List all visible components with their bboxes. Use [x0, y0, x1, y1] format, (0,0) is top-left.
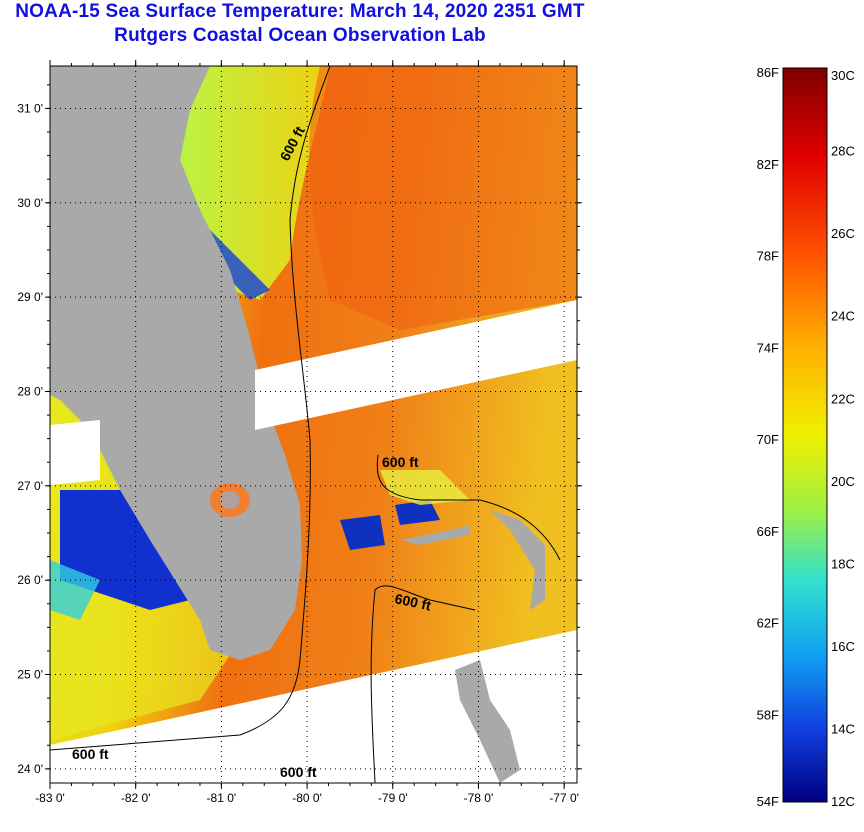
- isobath-line-bank: [376, 454, 561, 561]
- colorbar-c-label: 20C: [831, 474, 855, 489]
- lon-tick-label: -82 0': [121, 791, 151, 805]
- colorbar-f-label: 74F: [757, 340, 779, 355]
- lat-tick-label: 24 0': [17, 762, 43, 776]
- isobath-line-channel: [370, 585, 476, 783]
- longitude-axis: -83 0' -82 0' -81 0' -80 0' -79 0' -78 0' -77 …: [35, 791, 579, 805]
- lat-tick-label: 29 0': [17, 290, 43, 304]
- lon-tick-label: -79 0': [378, 791, 408, 805]
- colorbar-c-label: 12C: [831, 794, 855, 809]
- colorbar-celsius-labels: 30C 28C 26C 24C 22C 20C 18C 16C 14C 12C: [831, 68, 855, 809]
- colorbar-f-label: 58F: [757, 707, 779, 722]
- cold-patch-bank-2: [395, 500, 440, 525]
- colorbar-f-label: 54F: [757, 794, 779, 809]
- no-data-gap-gulf: [50, 420, 100, 485]
- no-data-swath-gap: [255, 300, 577, 430]
- lat-tick-label: 26 0': [17, 573, 43, 587]
- colorbar-f-label: 86F: [757, 65, 779, 80]
- colorbar-fahrenheit-labels: 86F 82F 78F 74F 70F 66F 62F 58F 54F: [757, 65, 779, 809]
- lat-tick-label: 27 0': [17, 479, 43, 493]
- abaco-island: [490, 510, 545, 610]
- map-subtitle: Rutgers Coastal Ocean Observation Lab: [114, 25, 486, 46]
- lat-tick-label: 31 0': [17, 101, 43, 115]
- isobath-label: 600 ft: [393, 590, 432, 613]
- lon-tick-label: -78 0': [464, 791, 494, 805]
- isobath-label: 600 ft: [280, 764, 317, 780]
- colorbar-f-label: 62F: [757, 616, 779, 631]
- colorbar-c-label: 16C: [831, 639, 855, 654]
- colorbar-c-label: 26C: [831, 226, 855, 241]
- colorbar-c-label: 22C: [831, 391, 855, 406]
- map-frame: [49, 65, 578, 784]
- colorbar-c-label: 30C: [831, 68, 855, 83]
- colorbar-f-label: 78F: [757, 249, 779, 264]
- gulf-stream-warm: [309, 66, 577, 330]
- colorbar-c-label: 14C: [831, 722, 855, 737]
- no-data-outside-swath: [50, 630, 577, 783]
- lon-tick-label: -83 0': [35, 791, 65, 805]
- cold-patch-bank-1: [340, 515, 385, 550]
- map-title: NOAA-15 Sea Surface Temperature: March 1…: [15, 1, 585, 22]
- colorbar-f-label: 82F: [757, 157, 779, 172]
- cyan-patch-gulf: [50, 560, 100, 620]
- colorbar-c-label: 28C: [831, 144, 855, 159]
- colorbar-c-label: 24C: [831, 309, 855, 324]
- lon-tick-label: -77 0': [549, 791, 579, 805]
- temperature-colorbar: [782, 67, 828, 803]
- lon-tick-label: -81 0': [207, 791, 237, 805]
- colorbar-f-label: 66F: [757, 524, 779, 539]
- lon-tick-label: -80 0': [292, 791, 322, 805]
- grand-bahama: [400, 525, 470, 545]
- isobath-label: 600 ft: [382, 454, 419, 470]
- colorbar-c-label: 18C: [831, 556, 855, 571]
- lat-tick-label: 28 0': [17, 384, 43, 398]
- colorbar-f-label: 70F: [757, 432, 779, 447]
- isobath-line-main: [50, 66, 331, 751]
- latitude-axis: 31 0' 30 0' 29 0' 28 0' 27 0' 26 0' 25 0' 24 0': [17, 101, 43, 775]
- isobath-label: 600 ft: [72, 746, 109, 762]
- lat-tick-label: 30 0': [17, 196, 43, 210]
- lat-tick-label: 25 0': [17, 668, 43, 682]
